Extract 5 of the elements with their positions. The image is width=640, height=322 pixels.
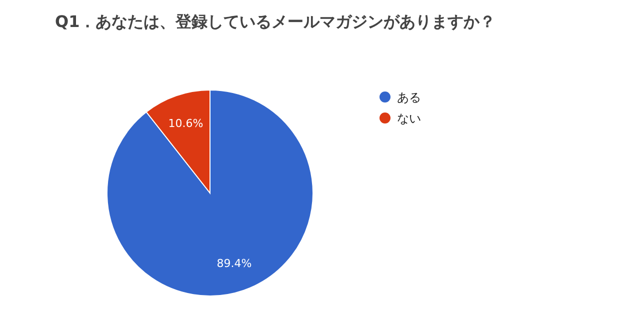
legend-label: ない: [397, 112, 421, 126]
chart-title: Q1．あなたは、登録しているメールマガジンがありますか？: [55, 12, 496, 31]
data-label: 89.4%: [216, 257, 252, 270]
legend-label: ある: [397, 90, 421, 104]
data-label: 10.6%: [168, 116, 204, 130]
